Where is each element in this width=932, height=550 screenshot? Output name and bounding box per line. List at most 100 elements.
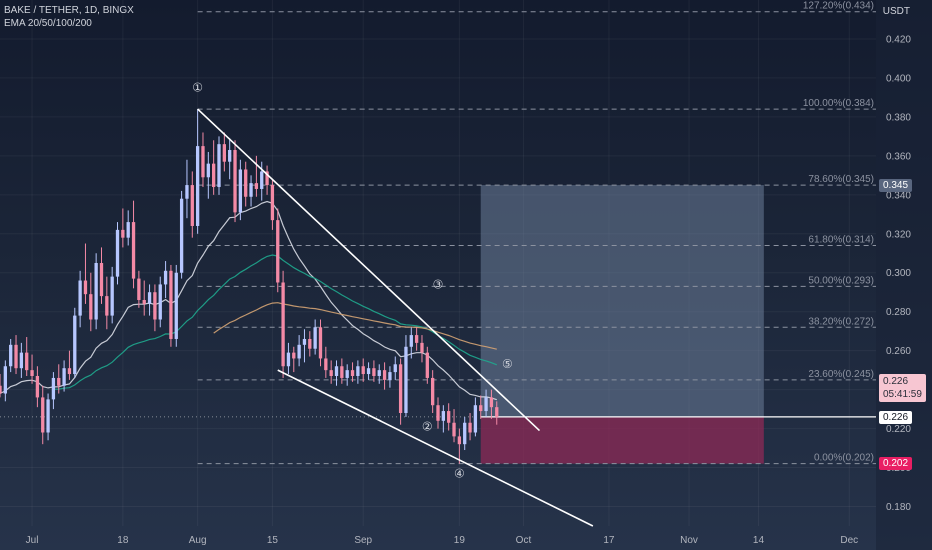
indicator-title[interactable]: EMA 20/50/100/200 — [4, 18, 92, 29]
stop-zone[interactable] — [480, 416, 764, 464]
candle-down — [121, 208, 125, 248]
candle-body — [473, 405, 478, 433]
candle-up — [206, 151, 210, 199]
candle-up — [260, 161, 264, 201]
candle-up — [163, 261, 168, 299]
candle-body — [313, 327, 317, 349]
fib-level-label: 78.60%(0.345) — [808, 174, 874, 185]
candle-body — [30, 370, 34, 376]
candle-body — [260, 171, 264, 189]
candle-down — [57, 364, 61, 394]
candle-body — [105, 296, 109, 316]
wave-label: ⑤ — [502, 357, 513, 371]
candle-down — [436, 397, 440, 429]
candle-down — [270, 179, 275, 230]
candle-body — [46, 399, 50, 433]
candle-down — [153, 284, 157, 332]
time-tick-label: Jul — [26, 535, 39, 546]
price-tick-label: 0.180 — [886, 502, 911, 513]
candle-body — [14, 344, 18, 369]
candle-body — [57, 377, 61, 386]
target-price-tag: 0.345 — [879, 178, 913, 192]
candle-up — [366, 362, 371, 380]
candle-body — [452, 422, 456, 437]
fib-level-label: 38.20%(0.272) — [808, 316, 874, 327]
candle-body — [238, 169, 243, 213]
candle-body — [217, 144, 221, 188]
candle-body — [131, 222, 136, 279]
candle-down — [233, 140, 237, 223]
target-zone[interactable] — [480, 185, 764, 417]
wave-labels: ① ② ③ ④ ⑤ — [192, 81, 513, 481]
ema-100-line — [213, 302, 497, 350]
candle-down — [329, 360, 333, 384]
candle-body — [249, 183, 253, 197]
trendlines[interactable] — [197, 108, 594, 527]
fibonacci-retracement[interactable]: 127.20%(0.434) 100.00%(0.384) 78.60%(0.345… — [197, 1, 876, 465]
candle-up — [78, 270, 82, 328]
candle-body — [388, 372, 392, 380]
time-axis[interactable]: Jul 18 Aug 15 Sep 19 Oct 17 Nov 14 Dec — [26, 535, 859, 546]
candle-body — [163, 270, 168, 285]
candle-body — [212, 163, 216, 188]
fib-level-label: 61.80%(0.314) — [808, 234, 874, 245]
candle-body — [276, 220, 280, 283]
price-tick-label: 0.420 — [886, 34, 911, 45]
long-position-tool[interactable] — [0, 185, 876, 464]
candle-down — [105, 276, 109, 330]
lower-trendline[interactable] — [277, 369, 594, 527]
price-tick-label: 0.320 — [886, 229, 911, 240]
candle-down — [142, 280, 146, 316]
time-tick-label: Dec — [840, 535, 858, 546]
candle-body — [382, 370, 387, 380]
candle-down — [489, 389, 494, 419]
ema-lines — [0, 200, 498, 401]
candle-down — [468, 413, 472, 441]
candle-down — [308, 331, 312, 357]
candle-up — [249, 175, 253, 207]
candle-down — [244, 161, 248, 207]
candle-body — [265, 171, 269, 186]
candle-up — [195, 109, 200, 234]
candle-down — [190, 171, 194, 238]
candle-body — [372, 368, 376, 376]
candle-up — [9, 338, 13, 373]
candle-body — [404, 346, 408, 414]
candle-up — [51, 372, 56, 410]
candle-body — [297, 344, 301, 359]
bar-countdown: 05:41:59 — [883, 388, 922, 400]
candle-body — [292, 352, 296, 359]
candle-down — [222, 132, 226, 172]
candle-down — [67, 350, 72, 380]
candle-body — [9, 344, 13, 367]
candle-up — [334, 360, 339, 386]
ema-50-line — [53, 254, 498, 390]
candle-up — [73, 307, 77, 378]
upper-trendline[interactable] — [197, 108, 541, 432]
candle-body — [409, 335, 413, 347]
time-tick-label: Sep — [354, 535, 372, 546]
chart-legend: BAKE / TETHER, 1D, BINGX EMA 20/50/100/2… — [4, 4, 134, 30]
candle-body — [126, 222, 130, 238]
last-price-tag: 0.226 05:41:59 — [879, 373, 926, 402]
candle-body — [0, 385, 2, 394]
candle-up — [484, 389, 488, 417]
candle-down — [350, 362, 355, 382]
candle-body — [62, 368, 66, 386]
candle-down — [425, 346, 429, 384]
candle-body — [110, 276, 114, 316]
candle-body — [233, 150, 237, 213]
candle-body — [484, 397, 488, 412]
candle-down — [382, 362, 387, 390]
symbol-title[interactable]: BAKE / TETHER, 1D, BINGX — [4, 5, 134, 16]
candle-body — [393, 364, 397, 373]
last-price-value: 0.226 — [883, 375, 909, 387]
candle-body — [201, 146, 205, 178]
candle-body — [361, 366, 365, 375]
candle-down — [276, 208, 280, 293]
candle-body — [190, 185, 194, 226]
candle-body — [356, 366, 360, 376]
candle-up — [473, 397, 478, 437]
candle-up — [463, 416, 467, 451]
